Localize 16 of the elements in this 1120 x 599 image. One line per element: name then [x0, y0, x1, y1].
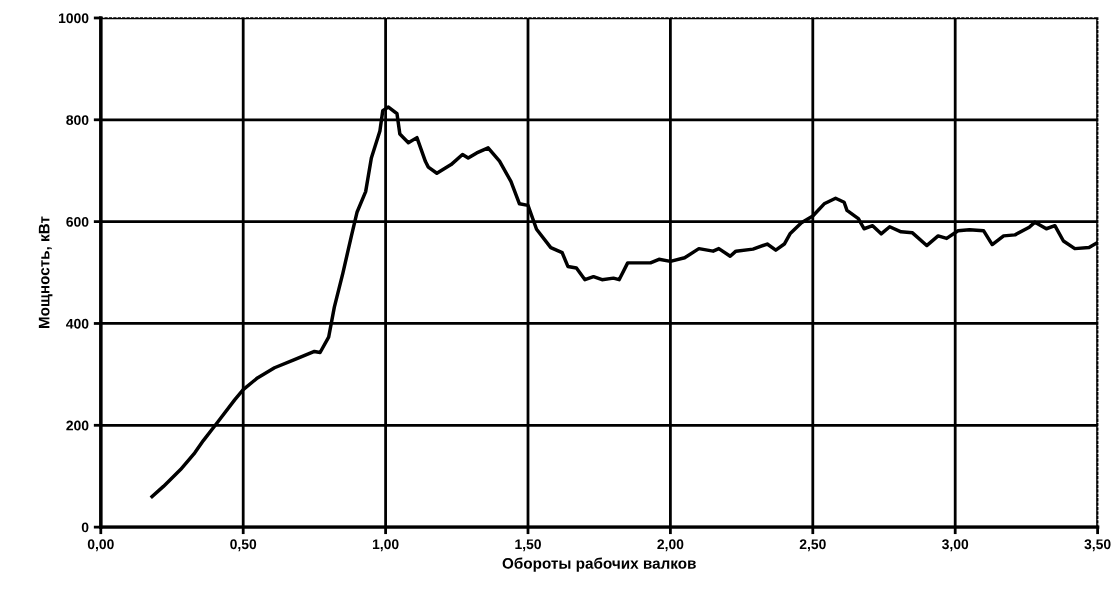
x-tick-label: 2,50	[799, 539, 826, 552]
x-tick-label: 1,00	[372, 539, 399, 552]
y-axis-title: Мощность, кВт	[38, 216, 53, 329]
y-tick-label: 1000	[58, 13, 89, 24]
x-tick-label: 3,50	[1084, 539, 1111, 552]
x-tick-label: 2,00	[657, 539, 684, 552]
y-tick-label: 600	[66, 216, 89, 227]
x-tick-label: 1,50	[515, 539, 541, 552]
y-tick-label: 800	[66, 115, 89, 125]
x-tick-label: 0,50	[230, 539, 257, 552]
x-tick-label: 3,00	[942, 539, 969, 552]
y-tick-label: 400	[66, 318, 89, 329]
x-axis-title: Обороты рабочих валков	[502, 557, 696, 572]
y-tick-label: 200	[66, 420, 89, 431]
y-tick-label: 0	[81, 522, 89, 533]
x-tick-label: 0,00	[87, 539, 114, 552]
